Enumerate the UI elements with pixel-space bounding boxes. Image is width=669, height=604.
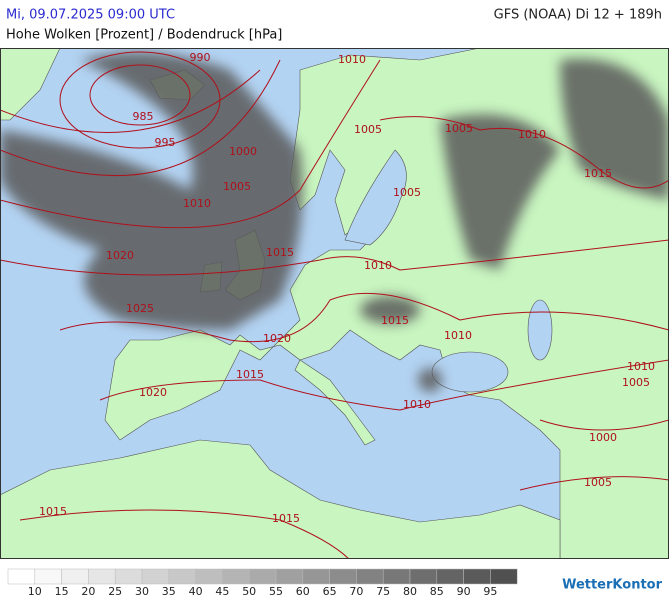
legend-tick-label: 50 xyxy=(242,585,256,598)
isobar-label: 1010 xyxy=(403,398,431,411)
legend-swatch xyxy=(490,568,518,585)
legend-tick-label: 40 xyxy=(189,585,203,598)
isobar-label: 990 xyxy=(190,51,211,64)
legend-tick-label: 55 xyxy=(269,585,283,598)
legend-tick-label: 10 xyxy=(28,585,42,598)
legend-swatch xyxy=(329,568,357,585)
legend-swatch xyxy=(61,568,89,585)
isobars xyxy=(0,51,669,559)
isobar-label: 1015 xyxy=(272,512,300,525)
isobar-label: 1010 xyxy=(183,197,211,210)
isobar-label: 1010 xyxy=(338,53,366,66)
isobar-label: 1015 xyxy=(584,167,612,180)
legend-tick-label: 25 xyxy=(108,585,122,598)
isobar-label: 1005 xyxy=(622,376,650,389)
legend-tick-label: 65 xyxy=(323,585,337,598)
legend-swatch xyxy=(168,568,196,585)
legend-tick-label: 90 xyxy=(457,585,471,598)
legend-swatch xyxy=(463,568,491,585)
legend-tick-label: 80 xyxy=(403,585,417,598)
legend-swatch xyxy=(195,568,223,585)
isobar-label: 1005 xyxy=(223,180,251,193)
isobar-label: 1015 xyxy=(39,505,67,518)
legend-tick-label: 70 xyxy=(349,585,363,598)
isobar-label: 1010 xyxy=(444,329,472,342)
subtitle: Hohe Wolken [Prozent] / Bodendruck [hPa] xyxy=(6,28,282,43)
legend-tick-label: 95 xyxy=(483,585,497,598)
legend-swatch xyxy=(114,568,143,585)
model-run: GFS (NOAA) Di 12 + 189h xyxy=(494,8,662,23)
inland-sea xyxy=(344,149,553,393)
legend-swatch xyxy=(275,568,304,585)
isobar-label: 1010 xyxy=(627,360,655,373)
isobar-label: 1015 xyxy=(236,368,264,381)
legend-tick-label: 35 xyxy=(162,585,176,598)
legend-swatch xyxy=(141,568,170,585)
isobar-label: 1000 xyxy=(229,145,257,158)
legend-swatch xyxy=(382,568,411,585)
legend-swatch xyxy=(7,568,36,585)
isobar-label: 1005 xyxy=(393,186,421,199)
isobar-label: 1010 xyxy=(518,128,546,141)
datetime: Mi, 09.07.2025 09:00 UTC xyxy=(6,8,175,23)
legend-swatch xyxy=(436,568,464,585)
isobar-label: 1020 xyxy=(263,332,291,345)
legend-swatch xyxy=(34,568,62,585)
legend-swatch xyxy=(248,568,277,585)
legend-swatch xyxy=(409,568,438,585)
isobar-label: 1005 xyxy=(584,476,612,489)
isobar-label: 1025 xyxy=(126,302,154,315)
legend-tick-label: 60 xyxy=(296,585,310,598)
isobar-label: 1010 xyxy=(364,259,392,272)
legend-tick-label: 75 xyxy=(376,585,390,598)
legend-swatch xyxy=(356,568,384,585)
map xyxy=(0,48,669,559)
high-clouds xyxy=(0,52,669,392)
isobar-label: 1015 xyxy=(381,314,409,327)
isobar-label: 1020 xyxy=(106,249,134,262)
legend-swatch xyxy=(222,568,250,585)
isobar-label: 1005 xyxy=(354,123,382,136)
legend-swatch xyxy=(88,568,116,585)
isobar-label: 1000 xyxy=(589,431,617,444)
legend-tick-label: 30 xyxy=(135,585,149,598)
legend-tick-label: 20 xyxy=(81,585,95,598)
isobar-label: 1020 xyxy=(139,386,167,399)
legend-swatch xyxy=(302,568,330,585)
isobar-label: 995 xyxy=(155,136,176,149)
isobar-label: 985 xyxy=(133,110,154,123)
legend-tick-label: 15 xyxy=(55,585,69,598)
logo: WetterKontor xyxy=(562,578,663,593)
isobar-label: 1005 xyxy=(445,122,473,135)
legend-tick-label: 45 xyxy=(215,585,229,598)
isobar-label: 1015 xyxy=(266,246,294,259)
legend-tick-label: 85 xyxy=(430,585,444,598)
